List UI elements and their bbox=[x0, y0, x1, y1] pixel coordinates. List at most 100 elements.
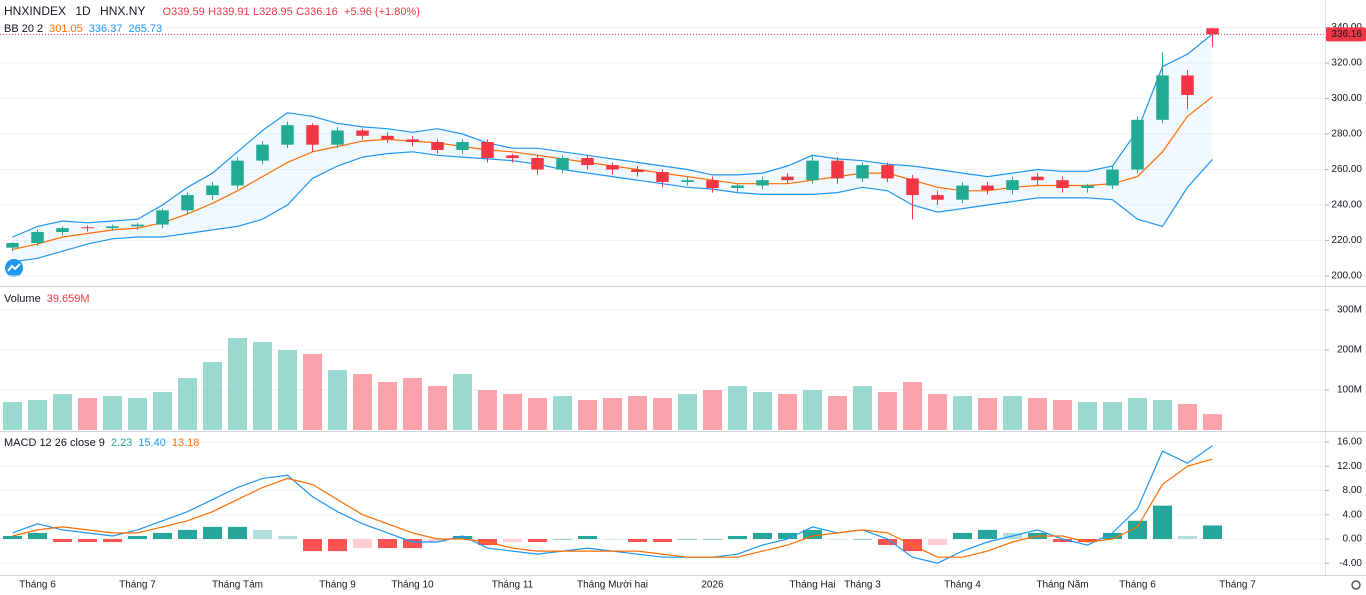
volume-bar bbox=[103, 396, 122, 430]
histogram-bar bbox=[178, 529, 197, 539]
y-tick-label: 220.00 bbox=[1331, 235, 1362, 246]
histogram-bar bbox=[428, 538, 447, 543]
logo bbox=[5, 259, 23, 277]
candle-body bbox=[131, 224, 144, 227]
settings-icon[interactable] bbox=[1351, 580, 1361, 590]
candle-body bbox=[506, 155, 519, 159]
volume-bar bbox=[803, 390, 822, 430]
y-tick-label: 200M bbox=[1337, 345, 1362, 356]
histogram-bar bbox=[978, 529, 997, 539]
volume-bar bbox=[403, 378, 422, 430]
ohlc-high: H339.91 bbox=[208, 6, 250, 18]
volume-bar bbox=[753, 392, 772, 430]
y-tick-label: 16.00 bbox=[1337, 437, 1362, 448]
histogram-bar bbox=[3, 535, 22, 539]
ohlc-open: O339.59 bbox=[163, 6, 205, 18]
histogram-bar bbox=[278, 535, 297, 539]
candle-body bbox=[6, 243, 19, 248]
histogram-bar bbox=[28, 532, 47, 539]
candle-body bbox=[606, 165, 619, 170]
volume-bar bbox=[453, 374, 472, 430]
x-tick-label: Tháng 6 bbox=[1119, 580, 1156, 591]
y-tick-label: 320.00 bbox=[1331, 58, 1362, 69]
histogram-bar bbox=[603, 538, 622, 540]
histogram-bar bbox=[1053, 538, 1072, 543]
volume-bar bbox=[553, 396, 572, 430]
candle-body bbox=[531, 158, 544, 170]
volume-bar bbox=[828, 396, 847, 430]
volume-bar bbox=[328, 370, 347, 430]
candle-body bbox=[331, 130, 344, 145]
y-tick-label: 4.00 bbox=[1343, 509, 1363, 520]
macd-title: MACD 12 26 close 9 bbox=[4, 437, 105, 449]
candle-body bbox=[206, 185, 219, 196]
candle-body bbox=[1181, 75, 1194, 95]
candle-body bbox=[1006, 180, 1019, 190]
candle-body bbox=[181, 195, 194, 211]
candle-body bbox=[281, 125, 294, 145]
candle-body bbox=[931, 195, 944, 200]
volume-bar bbox=[478, 390, 497, 430]
histogram-bar bbox=[253, 529, 272, 539]
histogram-bar bbox=[678, 538, 697, 540]
volume-bar bbox=[628, 396, 647, 430]
candle-body bbox=[1106, 169, 1119, 186]
candle-body bbox=[256, 144, 269, 161]
volume-bar bbox=[953, 396, 972, 430]
ohlc-low: L328.95 bbox=[253, 6, 293, 18]
volume-bar bbox=[278, 350, 297, 430]
x-tick-label: Tháng 4 bbox=[944, 580, 981, 591]
candle-body bbox=[106, 226, 119, 229]
band-line bbox=[12, 33, 1213, 238]
volume-bar bbox=[1078, 402, 1097, 430]
candle-body bbox=[1081, 185, 1094, 189]
histogram-bar bbox=[378, 538, 397, 549]
volume-bar bbox=[203, 362, 222, 430]
histogram-bar bbox=[1078, 538, 1097, 543]
y-tick-label: 280.00 bbox=[1331, 129, 1362, 140]
x-tick-label: Tháng 6 bbox=[19, 580, 56, 591]
histogram-bar bbox=[453, 535, 472, 539]
volume-bar bbox=[578, 400, 597, 430]
candle-body bbox=[1056, 180, 1069, 189]
candle-body bbox=[806, 160, 819, 181]
volume-bar bbox=[1178, 404, 1197, 430]
indicator-title: BB 20 2 bbox=[4, 23, 43, 35]
ohlc-close: C336.16 bbox=[296, 6, 338, 18]
histogram-bar bbox=[828, 538, 847, 540]
x-tick-label: Tháng 10 bbox=[391, 580, 434, 591]
x-tick-label: Tháng 9 bbox=[319, 580, 356, 591]
legend-value: 2.23 bbox=[111, 437, 132, 449]
candle-body bbox=[406, 139, 419, 143]
legend-value: 13.18 bbox=[172, 437, 200, 449]
volume-bar bbox=[253, 342, 272, 430]
volume-bar bbox=[678, 394, 697, 430]
x-tick-label: Tháng 7 bbox=[1219, 580, 1256, 591]
volume-bar bbox=[303, 354, 322, 430]
volume-bar bbox=[128, 398, 147, 430]
histogram-bar bbox=[1203, 525, 1222, 539]
histogram-bar bbox=[203, 526, 222, 539]
volume-bar bbox=[1053, 400, 1072, 430]
histogram-bar bbox=[403, 538, 422, 549]
x-tick-label: Tháng Năm bbox=[1036, 580, 1088, 591]
x-tick-label: Tháng 3 bbox=[844, 580, 881, 591]
volume-bar bbox=[1028, 398, 1047, 430]
price-tag-label: 336.16 bbox=[1331, 29, 1362, 40]
candle-body bbox=[481, 142, 494, 159]
y-tick-label: 0.00 bbox=[1343, 534, 1363, 545]
change: +5.96 (+1.80%) bbox=[344, 6, 420, 18]
candle-body bbox=[381, 135, 394, 140]
histogram-bar bbox=[578, 535, 597, 539]
y-tick-label: 12.00 bbox=[1337, 461, 1362, 472]
x-tick-label: 2026 bbox=[701, 580, 724, 591]
legend-value: 39.659M bbox=[47, 293, 90, 305]
histogram-bar bbox=[953, 532, 972, 539]
candle-body bbox=[681, 180, 694, 182]
histogram-bar bbox=[853, 538, 872, 540]
candle-body bbox=[1131, 119, 1144, 170]
volume-bar bbox=[603, 398, 622, 430]
candle-body bbox=[906, 178, 919, 196]
volume-bar bbox=[1003, 396, 1022, 430]
volume-bar bbox=[903, 382, 922, 430]
